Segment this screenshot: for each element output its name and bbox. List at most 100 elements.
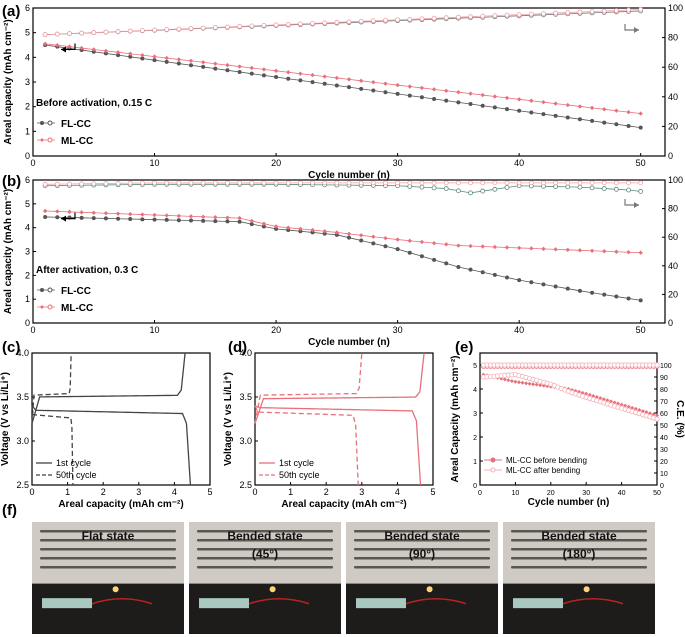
y2-tick-label: 20: [668, 289, 678, 299]
data-point: [456, 90, 461, 95]
data-point: [395, 247, 400, 252]
y-tick-label: 3.0: [16, 436, 29, 446]
data-point: [633, 406, 638, 411]
data-point: [614, 108, 619, 113]
legend-marker: [47, 137, 53, 143]
data-point: [91, 30, 97, 35]
legend-marker: [40, 305, 44, 309]
data-point: [346, 77, 352, 82]
data-point: [359, 238, 364, 243]
board-slot: [511, 539, 647, 542]
y2-tick-label: 20: [668, 121, 678, 131]
data-point: [480, 103, 485, 108]
data-point: [395, 180, 401, 186]
data-point: [419, 16, 425, 22]
x-tick-label: 3: [136, 487, 141, 497]
data-point: [553, 247, 558, 252]
data-point: [189, 218, 193, 223]
x-tick-label: 10: [150, 158, 160, 168]
data-point: [188, 214, 194, 219]
x-tick-label: 20: [271, 158, 281, 168]
battery: [356, 598, 406, 609]
data-point: [444, 88, 449, 93]
data-point: [201, 64, 206, 69]
y-tick-label: 2.5: [239, 480, 252, 490]
board-slot: [40, 548, 176, 551]
x-tick-label: 3: [359, 487, 364, 497]
x-tick-label: 0: [29, 487, 34, 497]
board-slot: [197, 539, 333, 542]
data-point: [43, 214, 48, 219]
data-point: [520, 380, 525, 385]
x-tick-label: 0: [252, 487, 257, 497]
data-point: [140, 52, 145, 58]
series-line: [45, 9, 641, 36]
data-point: [297, 180, 303, 186]
panel-d-letter: (d): [228, 339, 247, 356]
data-point: [531, 382, 536, 387]
data-point: [310, 230, 315, 235]
discharge-curve: [31, 405, 74, 486]
data-point: [553, 113, 558, 118]
data-point: [91, 216, 96, 221]
data-point: [79, 181, 85, 187]
data-point: [443, 186, 449, 191]
board-slot: [354, 566, 490, 569]
data-point: [468, 102, 473, 107]
data-point: [286, 225, 291, 230]
data-point: [516, 12, 522, 18]
data-point: [492, 186, 498, 192]
y2-tick-label: 60: [668, 62, 678, 72]
data-point: [261, 22, 267, 28]
data-point: [584, 391, 589, 396]
data-point: [504, 185, 510, 190]
data-point: [285, 21, 291, 27]
y2-tick-label: 0: [660, 483, 664, 490]
legend-label: FL-CC: [61, 286, 91, 297]
data-point: [213, 61, 218, 66]
data-point: [524, 381, 529, 386]
data-point: [577, 180, 583, 186]
photo-angle: (45°): [252, 547, 278, 561]
battery: [42, 598, 92, 609]
data-point: [602, 249, 607, 254]
photo-2: Bended state (45°): [189, 522, 341, 634]
y2-tick-label: 0: [668, 318, 673, 328]
data-point: [176, 218, 181, 223]
data-point: [334, 232, 339, 237]
x-tick-label: 50: [653, 490, 661, 497]
data-point: [538, 383, 543, 388]
data-point: [407, 180, 413, 186]
series-line: [45, 216, 641, 301]
data-point: [103, 51, 108, 56]
data-point: [590, 290, 595, 295]
data-point: [346, 180, 352, 186]
data-point: [613, 8, 619, 13]
data-point: [140, 217, 145, 222]
y2-tick-label: 50: [660, 423, 668, 430]
data-point: [164, 59, 169, 64]
data-point: [298, 78, 303, 83]
x-tick-label: 1: [288, 487, 293, 497]
data-point: [492, 105, 497, 110]
data-point: [419, 184, 425, 190]
series-line: [45, 210, 641, 254]
data-point: [541, 112, 546, 117]
data-point: [468, 14, 473, 20]
x-tick-label: 10: [150, 325, 160, 335]
data-point: [541, 282, 546, 287]
y-axis-label: Areal capacity (mAh cm⁻²): [3, 189, 14, 314]
legend-label: 1st cycle: [56, 458, 91, 468]
data-point: [565, 115, 570, 120]
plot-frame: [254, 352, 434, 486]
x-tick-label: 30: [393, 325, 403, 335]
data-point: [655, 413, 659, 418]
data-point: [371, 88, 376, 93]
data-point: [468, 243, 473, 249]
data-point: [598, 396, 603, 401]
data-point: [115, 211, 121, 216]
led-light: [426, 586, 433, 593]
data-point: [480, 188, 486, 194]
data-point: [577, 117, 582, 122]
board-slot: [197, 548, 333, 551]
